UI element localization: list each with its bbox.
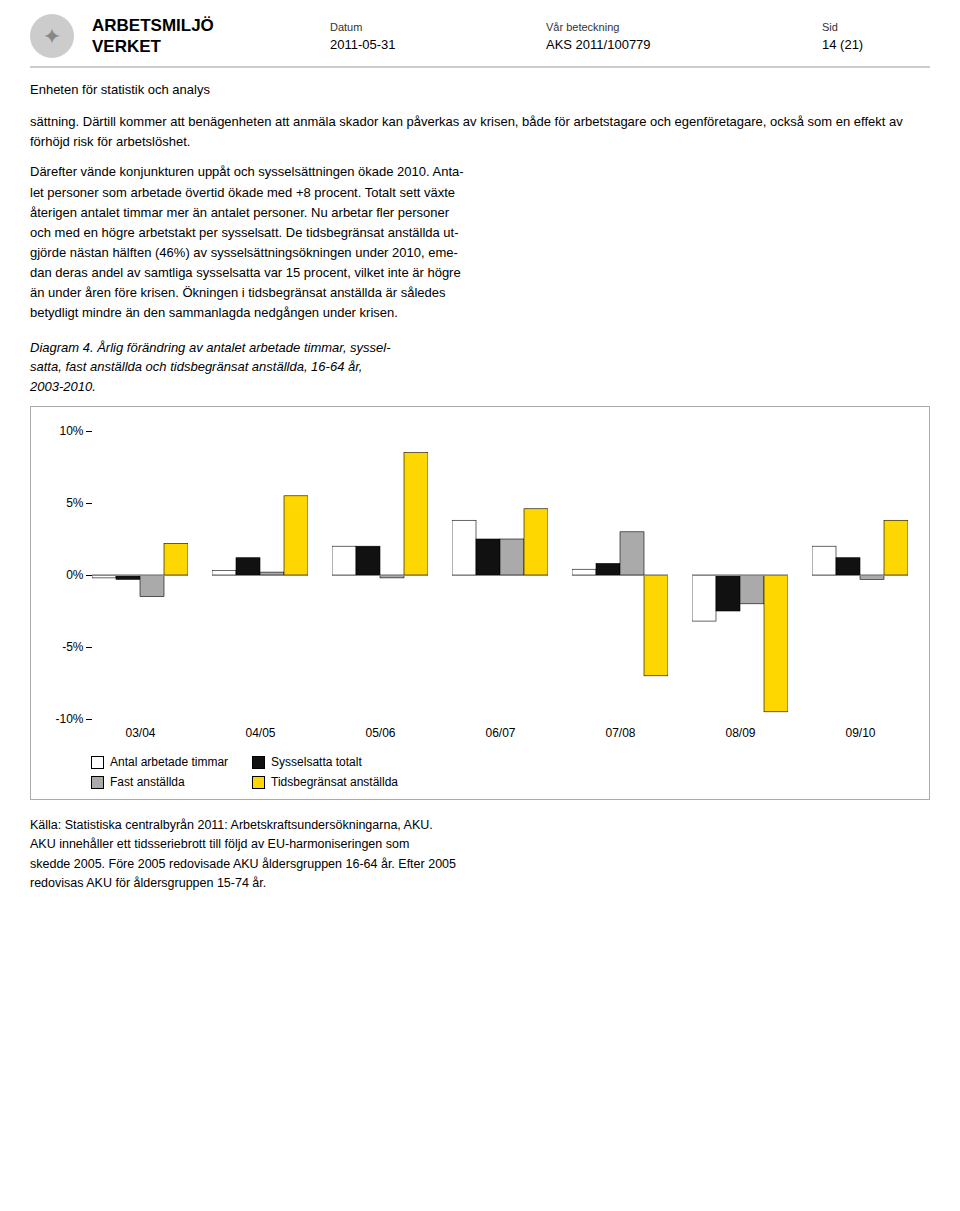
svg-text:5%: 5% <box>66 496 84 510</box>
svg-text:0%: 0% <box>66 568 84 582</box>
svg-text:-10%: -10% <box>55 712 83 726</box>
html-text:Antal arbetade timmar: Antal arbetade timmar <box>110 755 229 769</box>
svg-text:-5%: -5% <box>62 640 84 654</box>
html-text:Vår beteckning: Vår beteckning <box>546 20 620 33</box>
html-text:Fast anställda: Fast anställda <box>110 775 185 789</box>
html-text:Källa: Statistiska centralbyrå: Källa: Statistiska centralbyrån 2011: Ar… <box>30 818 456 891</box>
html-text:Sid: Sid <box>822 20 838 33</box>
svg-text:08/09: 08/09 <box>725 726 755 740</box>
html-text:Enheten för statistik och anal: Enheten för statistik och analys <box>30 82 210 97</box>
html-text:2011-05-31: 2011-05-31 <box>330 36 396 52</box>
html-text:14 (21): 14 (21) <box>822 36 864 52</box>
html-text:Därefter vände konjunkturen up: Därefter vände konjunkturen uppåt och sy… <box>30 164 464 321</box>
html-text:Diagram 4. Årlig förändring av: Diagram 4. Årlig förändring av antalet a… <box>30 339 391 394</box>
svg-text:07/08: 07/08 <box>605 726 635 740</box>
svg-text:04/05: 04/05 <box>245 726 275 740</box>
svg-text:09/10: 09/10 <box>845 726 875 740</box>
svg-text:03/04: 03/04 <box>125 726 155 740</box>
svg-text:10%: 10% <box>59 424 83 438</box>
html-text:AKS 2011/100779: AKS 2011/100779 <box>546 36 651 52</box>
html-text:Sysselsatta totalt: Sysselsatta totalt <box>271 755 362 769</box>
svg-text:05/06: 05/06 <box>365 726 395 740</box>
html-text:Tidsbegränsat anställda: Tidsbegränsat anställda <box>271 775 398 789</box>
html-text:sättning. Därtill kommer att b: sättning. Därtill kommer att benägenhete… <box>30 114 903 150</box>
svg-text:06/07: 06/07 <box>485 726 515 740</box>
html-text:ARBETSMILJÖ: ARBETSMILJÖ <box>92 15 214 35</box>
html-text:Datum: Datum <box>330 20 363 33</box>
html-text:VERKET: VERKET <box>92 37 161 56</box>
